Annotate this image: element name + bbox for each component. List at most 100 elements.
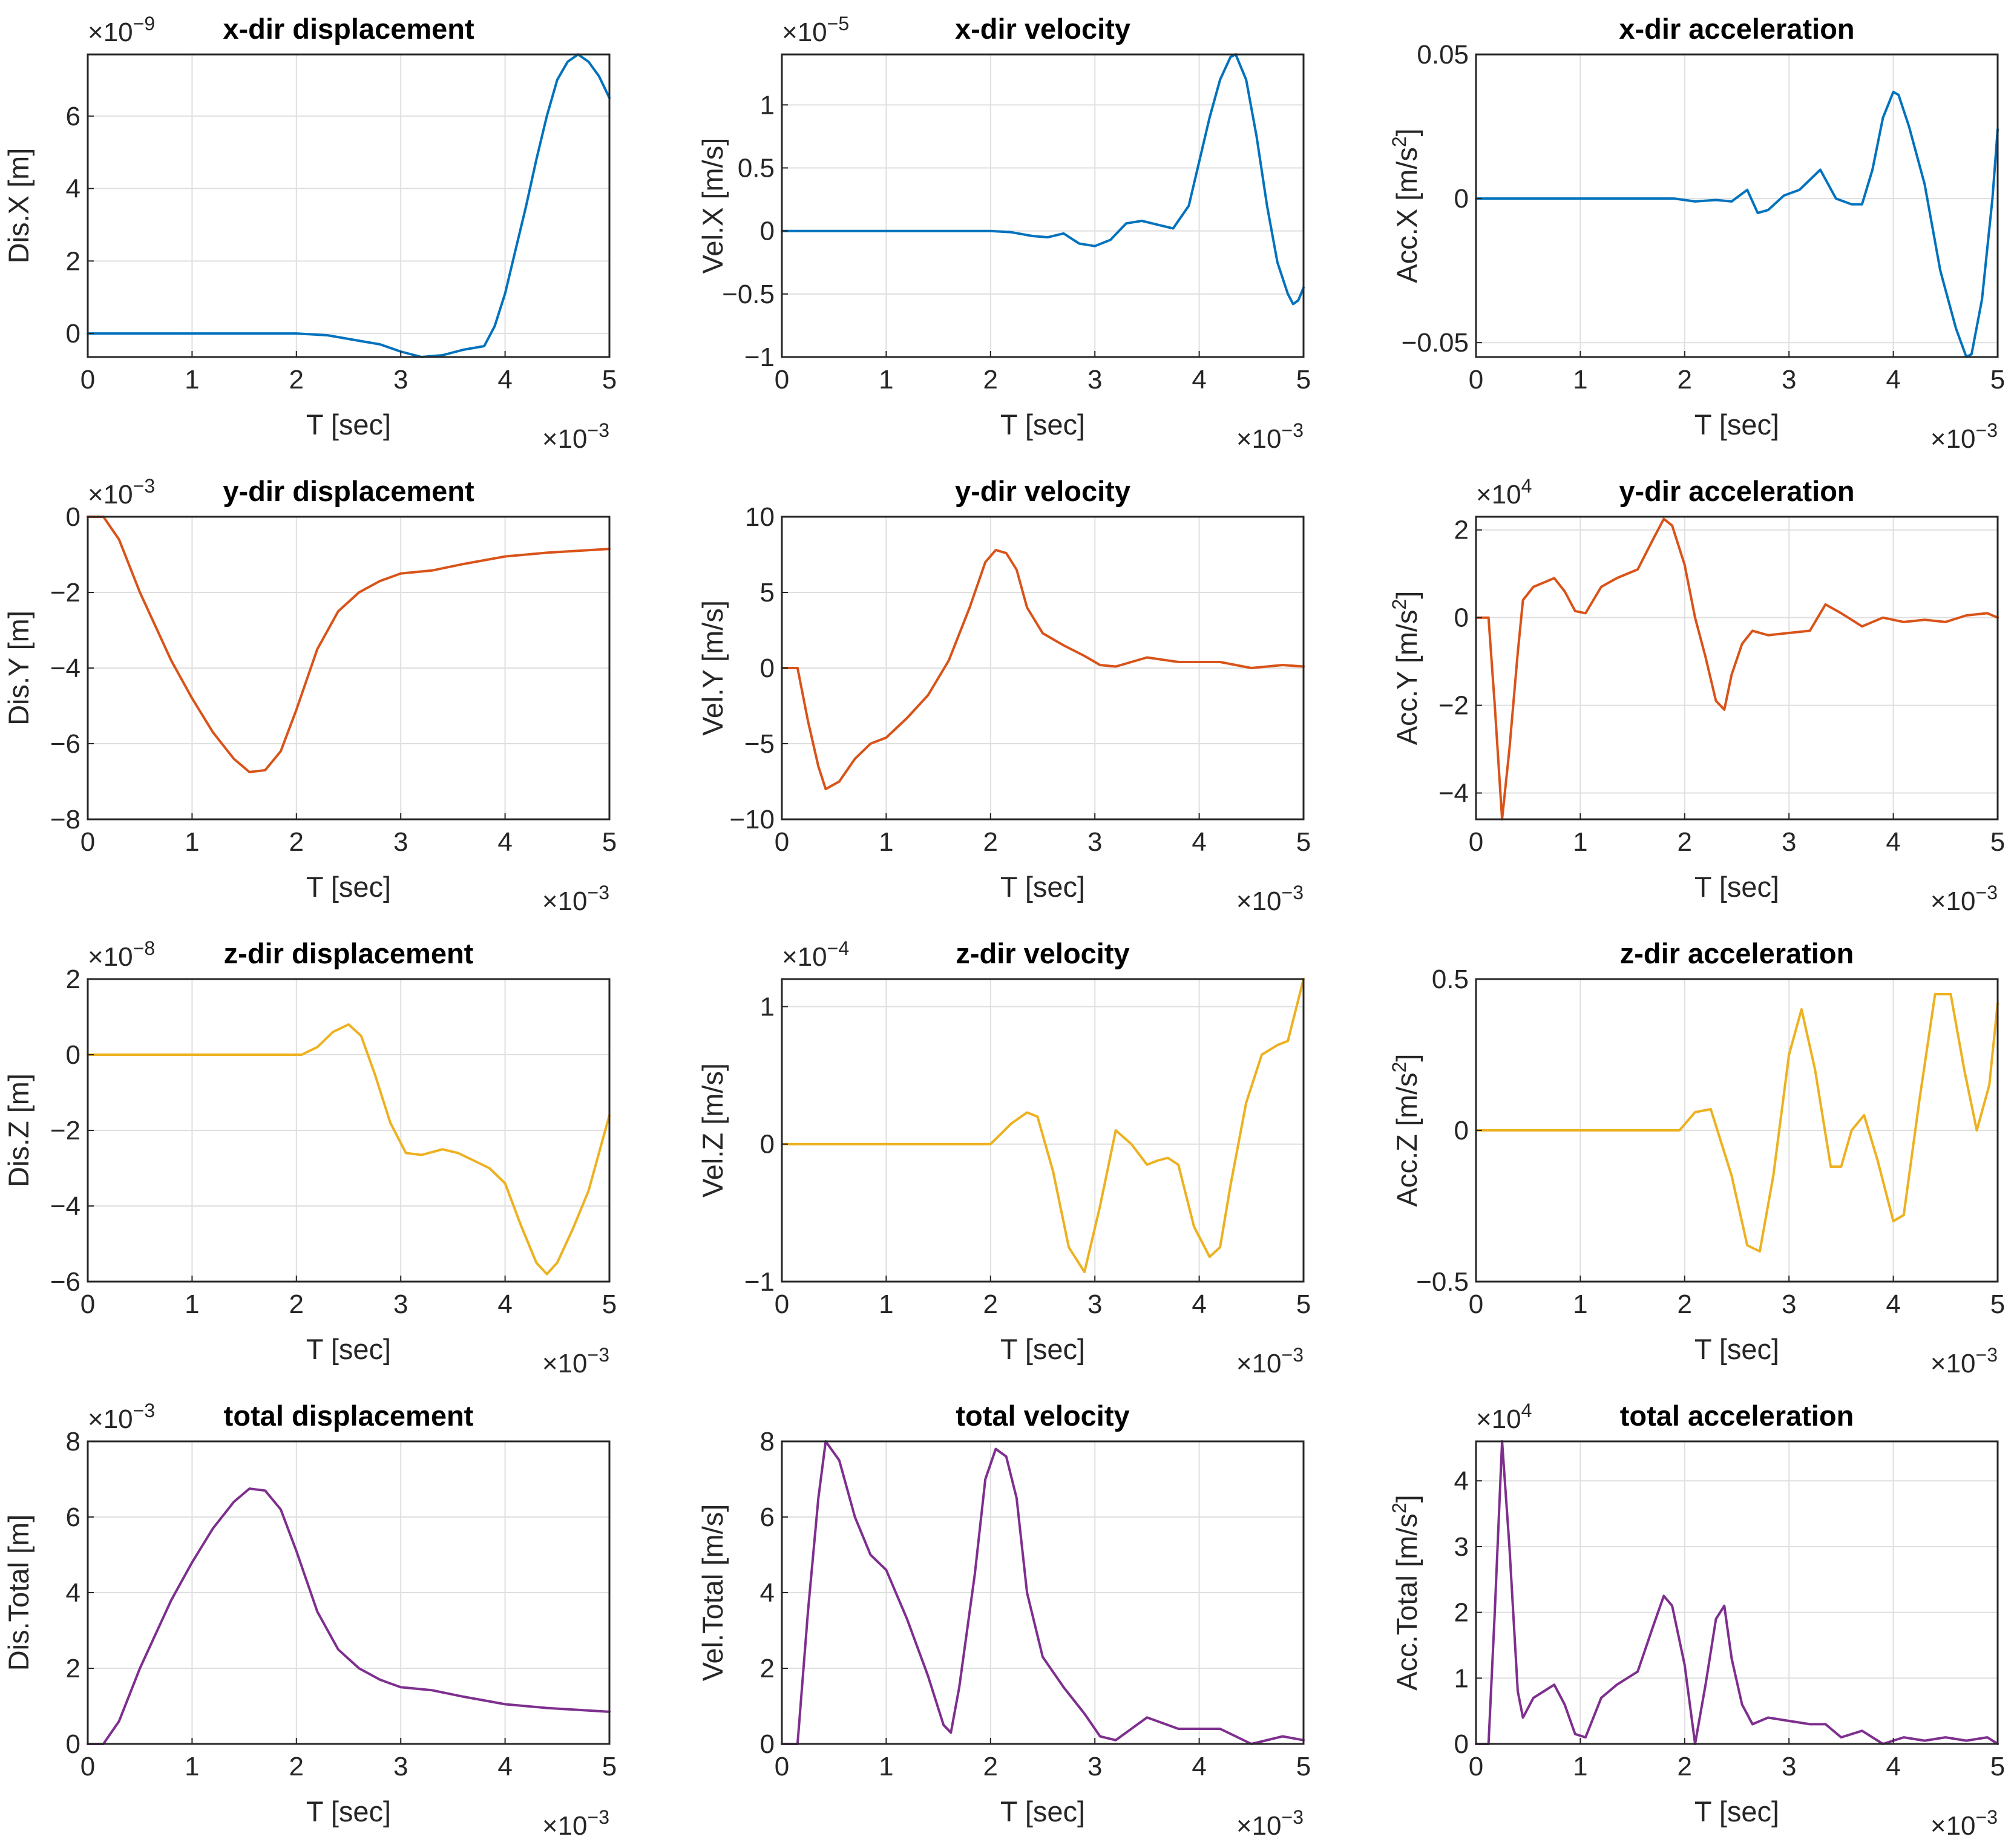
z-dir-acceleration-series-line-0 [1475, 993, 1999, 1253]
y-dir-acceleration-xtick-label-4: 4 [1886, 827, 1900, 857]
x-dir-displacement-series-line-0 [87, 53, 611, 358]
z-dir-velocity-axes-frame [781, 978, 1305, 1283]
x-dir-velocity-axes-frame [781, 53, 1305, 358]
x-dir-acceleration-x-multiplier: ×10−3 [1930, 419, 1998, 454]
x-dir-velocity-xtick-label-1: 1 [879, 365, 893, 395]
y-dir-displacement-x-multiplier: ×10−3 [542, 882, 609, 916]
x-dir-acceleration-xtick-label-2: 2 [1678, 365, 1692, 395]
total-displacement-xtick-label-2: 2 [289, 1752, 304, 1781]
total-acceleration-y-multiplier-exp: 4 [1521, 1400, 1532, 1421]
z-dir-velocity-x-multiplier: ×10−3 [1236, 1344, 1304, 1378]
x-dir-velocity-xtick-label-0: 0 [775, 365, 789, 395]
z-dir-acceleration-ytick-label-0: −0.5 [1416, 1267, 1469, 1297]
x-dir-velocity-xtick-label-5: 5 [1296, 365, 1311, 395]
x-dir-velocity-series-line-0 [781, 53, 1305, 306]
x-dir-displacement-ytick-label-1: 2 [66, 246, 80, 276]
x-dir-displacement-y-multiplier: ×10−9 [88, 13, 155, 47]
total-displacement-title: total displacement [224, 1400, 474, 1432]
y-dir-acceleration-axes-frame [1475, 516, 1999, 821]
x-dir-velocity-x-multiplier-exp: −3 [1282, 419, 1304, 441]
z-dir-acceleration-x-multiplier-base: ×10 [1930, 1349, 1976, 1378]
panel-x-dir-velocity: 0 1 2 3 4 5 −1 −0.5 0 0.5 1 x-dir velocity T [sec] Ve… [697, 13, 1311, 454]
total-displacement-ytick-label-3: 6 [66, 1502, 80, 1532]
x-dir-velocity-y-multiplier-exp: −5 [827, 13, 849, 34]
z-dir-velocity-xtick-label-2: 2 [983, 1289, 998, 1319]
x-dir-acceleration-title: x-dir acceleration [1619, 13, 1854, 45]
y-dir-displacement-xtick-label-2: 2 [289, 827, 304, 857]
z-dir-displacement-y-multiplier: ×10−8 [88, 937, 155, 972]
x-dir-displacement-ytick-label-3: 6 [66, 102, 80, 131]
x-dir-velocity-x-multiplier: ×10−3 [1236, 419, 1304, 454]
z-dir-acceleration-ytick-label-1: 0 [1454, 1116, 1469, 1145]
x-dir-displacement-xtick-label-2: 2 [289, 365, 304, 395]
x-dir-acceleration-axes-frame [1475, 53, 1999, 358]
total-acceleration-ytick-label-0: 0 [1454, 1729, 1469, 1759]
x-dir-acceleration-x-multiplier-exp: −3 [1976, 419, 1998, 441]
x-dir-acceleration-xtick-label-3: 3 [1782, 365, 1796, 395]
x-dir-acceleration-ytick-label-0: −0.05 [1402, 328, 1469, 358]
x-dir-velocity-xtick-label-4: 4 [1192, 365, 1206, 395]
x-dir-acceleration-xtick-label-1: 1 [1573, 365, 1587, 395]
total-displacement-ytick-label-0: 0 [66, 1729, 80, 1759]
z-dir-velocity-xtick-label-0: 0 [775, 1289, 789, 1319]
y-dir-displacement-xtick-label-5: 5 [602, 827, 617, 857]
x-dir-velocity-xtick-label-2: 2 [983, 365, 998, 395]
y-dir-displacement-ytick-label-2: −4 [50, 654, 80, 683]
y-dir-displacement-y-multiplier-base: ×10 [88, 480, 133, 510]
y-dir-acceleration-ylabel-tail: ] [1391, 591, 1423, 599]
total-displacement-xlabel: T [sec] [306, 1795, 391, 1827]
y-dir-acceleration-y-multiplier: ×104 [1476, 475, 1532, 510]
z-dir-velocity-title: z-dir velocity [956, 937, 1129, 969]
total-acceleration-x-multiplier-exp: −3 [1976, 1806, 1998, 1828]
panel-z-dir-displacement: 0 1 2 3 4 5 −6 −4 −2 0 2 z-dir displacement T [sec] D… [2, 937, 617, 1378]
total-velocity-x-multiplier-base: ×10 [1236, 1811, 1282, 1841]
y-dir-acceleration-xtick-label-5: 5 [1990, 827, 2005, 857]
total-acceleration-series-line-0 [1475, 1440, 1999, 1745]
z-dir-displacement-xtick-label-4: 4 [497, 1289, 512, 1319]
total-displacement-xtick-label-0: 0 [80, 1752, 95, 1781]
total-velocity-xtick-label-5: 5 [1296, 1752, 1311, 1781]
z-dir-displacement-x-multiplier-base: ×10 [542, 1349, 588, 1378]
total-velocity-ytick-label-3: 6 [760, 1502, 775, 1532]
z-dir-displacement-ytick-label-3: 0 [66, 1040, 80, 1070]
y-dir-acceleration-title: y-dir acceleration [1619, 475, 1854, 507]
y-dir-displacement-xtick-label-1: 1 [185, 827, 199, 857]
y-dir-velocity-xtick-label-3: 3 [1087, 827, 1102, 857]
total-acceleration-xtick-label-4: 4 [1886, 1752, 1900, 1781]
z-dir-displacement-ytick-label-0: −6 [50, 1267, 80, 1297]
z-dir-displacement-series-line-0 [87, 1023, 611, 1276]
y-dir-displacement-xtick-label-3: 3 [393, 827, 408, 857]
x-dir-velocity-ytick-label-2: 0 [760, 217, 775, 246]
z-dir-velocity-y-multiplier-base: ×10 [782, 942, 827, 972]
z-dir-acceleration-title: z-dir acceleration [1620, 937, 1854, 969]
total-displacement-xtick-label-3: 3 [393, 1752, 408, 1781]
z-dir-acceleration-ylabel-sup: 2 [1388, 1062, 1410, 1073]
y-dir-acceleration-x-multiplier-base: ×10 [1930, 886, 1976, 916]
z-dir-acceleration-xtick-label-0: 0 [1469, 1289, 1483, 1319]
x-dir-velocity-xlabel: T [sec] [1000, 408, 1085, 441]
y-dir-velocity-x-multiplier: ×10−3 [1236, 882, 1304, 916]
x-dir-displacement-ytick-label-2: 4 [66, 174, 80, 204]
total-displacement-series-line-0 [87, 1487, 611, 1745]
x-dir-velocity-xtick-label-3: 3 [1087, 365, 1102, 395]
y-dir-acceleration-xtick-label-1: 1 [1573, 827, 1587, 857]
x-dir-velocity-ylabel: Vel.X [m/s] [697, 138, 729, 274]
panel-total-velocity: 0 1 2 3 4 5 0 2 4 6 8 total velocity T [sec] Vel.Tota… [697, 1400, 1311, 1841]
x-dir-acceleration-xtick-label-5: 5 [1990, 365, 2005, 395]
z-dir-displacement-ytick-label-1: −4 [50, 1191, 80, 1221]
x-dir-displacement-ytick-label-0: 0 [66, 319, 80, 349]
z-dir-velocity-ytick-label-2: 1 [760, 992, 775, 1021]
z-dir-velocity-xtick-label-5: 5 [1296, 1289, 1311, 1319]
x-dir-acceleration-xtick-label-0: 0 [1469, 365, 1483, 395]
total-velocity-xlabel: T [sec] [1000, 1795, 1085, 1827]
y-dir-velocity-ytick-label-2: 0 [760, 654, 775, 683]
x-dir-velocity-ytick-label-0: −1 [744, 342, 775, 372]
x-dir-acceleration-ylabel-tail: ] [1391, 128, 1423, 136]
total-displacement-ytick-label-1: 2 [66, 1654, 80, 1683]
x-dir-displacement-y-multiplier-base: ×10 [88, 18, 133, 47]
x-dir-velocity-y-multiplier: ×10−5 [782, 13, 849, 47]
total-acceleration-ylabel: Acc.Total [m/s2] [1388, 1495, 1423, 1690]
total-displacement-y-multiplier-exp: −3 [133, 1400, 155, 1421]
